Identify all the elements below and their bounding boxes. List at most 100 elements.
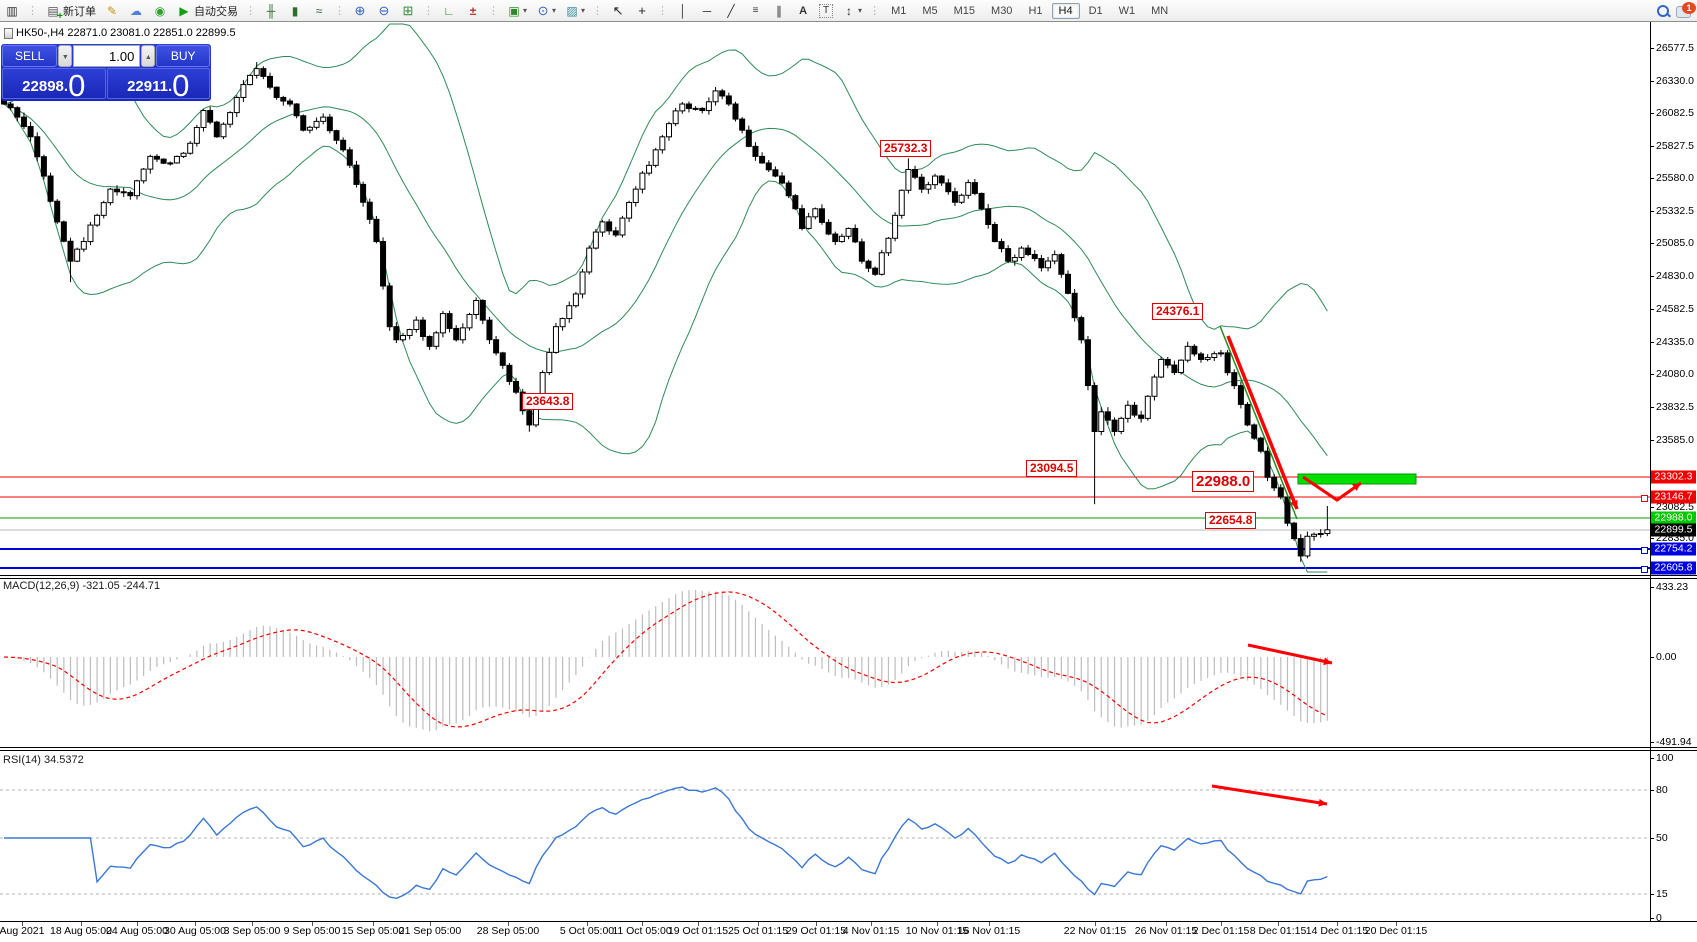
buy-button[interactable]: BUY	[156, 45, 210, 67]
bollinger-bands	[3, 23, 1328, 573]
horizontal-price-lines[interactable]	[0, 476, 1650, 569]
profile-button[interactable]: ☁	[124, 0, 148, 21]
date-tick-mark	[642, 922, 643, 926]
date-label: 28 Sep 05:00	[476, 925, 540, 937]
date-tick-mark	[1278, 922, 1279, 926]
timeframe-m5-button[interactable]: M5	[922, 4, 938, 17]
macd-down-arrow[interactable]	[1247, 643, 1333, 666]
styler-button[interactable]: ✎	[100, 0, 124, 21]
sell-price-pips: 0	[68, 68, 86, 103]
auto-trading-button[interactable]: ▶ 自动交易	[172, 0, 242, 21]
price-line-label: 22899.5	[1651, 523, 1696, 537]
sell-button[interactable]: SELL	[2, 45, 58, 67]
pane-separator[interactable]	[0, 747, 1697, 748]
volume-input[interactable]	[73, 45, 141, 67]
timeframe-mn-button[interactable]: MN	[1151, 4, 1169, 17]
price-annotation[interactable]: 24376.1	[1152, 303, 1204, 320]
price-annotation[interactable]: 25732.3	[880, 140, 932, 157]
date-label: 2 Dec 01:15	[1192, 925, 1250, 937]
price-annotation[interactable]: 23643.8	[522, 393, 574, 410]
rsi-tick-mark	[1650, 918, 1654, 919]
search-icon[interactable]	[1656, 4, 1670, 18]
price-annotation[interactable]: 22654.8	[1205, 512, 1257, 529]
text-icon: A	[799, 4, 808, 17]
buy-price-pips: 0	[172, 68, 190, 103]
fibonacci-tool-button[interactable]: ≡	[743, 0, 767, 21]
volume-increase-button[interactable]	[141, 45, 156, 67]
green-highlight-bar[interactable]	[1297, 473, 1417, 485]
price-tick-mark	[1650, 407, 1654, 408]
line-anchor-handle[interactable]	[1641, 494, 1648, 502]
notifications-icon[interactable]: 1	[1676, 1, 1696, 18]
timeframe-w1-button[interactable]: W1	[1118, 4, 1136, 17]
rsi-tick-mark	[1650, 838, 1654, 839]
chart-title: HK50-,H4 22871.0 23081.0 22851.0 22899.5	[4, 27, 236, 39]
rsi-down-arrow[interactable]	[1211, 784, 1328, 807]
signals-button[interactable]: ◉	[148, 0, 172, 21]
green-trendline[interactable]	[1219, 325, 1298, 520]
trendline-tool-button[interactable]: ╱	[719, 0, 743, 21]
vertical-line-tool-button[interactable]: │	[671, 0, 695, 21]
price-annotation[interactable]: 23094.5	[1026, 460, 1078, 477]
bar-chart-button[interactable]: ╫	[259, 0, 283, 21]
new-order-button[interactable]: ▤新订单	[41, 0, 100, 22]
text-tool-button[interactable]: A	[791, 0, 815, 21]
timeframe-m1-button[interactable]: M1	[891, 4, 907, 17]
date-tick-mark	[1337, 922, 1338, 926]
channel-tool-button[interactable]: ∥	[767, 0, 791, 21]
horizontal-line-tool-button[interactable]: ─	[695, 0, 719, 21]
line-anchor-handle[interactable]	[1641, 546, 1648, 554]
chart-icon[interactable]: ▥	[0, 0, 24, 21]
rsi-line	[4, 786, 1328, 900]
periods-button[interactable]: ⊙ ▾	[531, 0, 560, 21]
price-tick-mark	[1650, 211, 1654, 212]
sell-price[interactable]: 22898. 0	[2, 68, 106, 103]
indicators-button[interactable]: ∟	[437, 0, 461, 21]
tile-windows-button[interactable]: ⊞	[396, 0, 420, 21]
price-tick-mark	[1650, 243, 1654, 244]
arrows-tool-button[interactable]: ↕ ▾	[837, 0, 866, 21]
macd-label: MACD(12,26,9) -321.05 -244.71	[3, 580, 161, 592]
cursor-tool-button[interactable]: ↖	[606, 0, 630, 21]
line-anchor-handle[interactable]	[1641, 565, 1648, 573]
macd-tick-label: 433.23	[1656, 581, 1689, 593]
red-trend-arrow[interactable]	[1226, 335, 1299, 510]
zoom-in-button[interactable]: ⊕	[348, 0, 372, 21]
timeframe-h1-button[interactable]: H1	[1028, 4, 1043, 17]
crosshair-tool-button[interactable]: +	[630, 0, 654, 21]
rsi-tick-mark	[1650, 758, 1654, 759]
date-label: 26 Nov 01:15	[1134, 925, 1198, 937]
price-annotation[interactable]: 22988.0	[1192, 471, 1255, 492]
timeframe-m30-button[interactable]: M30	[991, 4, 1013, 17]
volume-decrease-button[interactable]	[58, 45, 73, 67]
price-tick-label: 23082.5	[1656, 501, 1694, 513]
date-tick-mark	[195, 922, 196, 926]
rsi-level-lines	[0, 789, 1650, 895]
add-indicator-button[interactable]: ±	[461, 0, 485, 21]
date-label: 14 Dec 01:15	[1305, 925, 1369, 937]
line-chart-button[interactable]: ≈	[307, 0, 331, 21]
pane-separator[interactable]	[0, 575, 1697, 576]
macd-tick-label: -491.94	[1656, 736, 1692, 748]
timeframe-h4-button[interactable]: H4	[1051, 2, 1080, 19]
dropdown-caret-icon: ▾	[552, 6, 557, 15]
new-chart-button[interactable]: ▣ ▾	[502, 0, 531, 21]
buy-price[interactable]: 22911. 0	[106, 68, 210, 103]
date-label: 15 Sep 05:00	[341, 925, 405, 937]
rsi-tick-label: 100	[1656, 752, 1674, 764]
macd-histogram	[10, 590, 1328, 732]
timeframe-m15-button[interactable]: M15	[953, 4, 976, 17]
broom-icon: ✎	[106, 3, 118, 18]
red-zigzag-arrow[interactable]	[1302, 475, 1362, 502]
chart-symbol-icon	[4, 27, 13, 39]
zoom-out-button[interactable]: ⊖	[372, 0, 396, 21]
label-tool-button[interactable]: T	[815, 0, 837, 21]
timeframe-d1-button[interactable]: D1	[1088, 4, 1103, 17]
profile-icon: ☁	[130, 3, 142, 18]
templates-button[interactable]: ▨ ▾	[560, 0, 589, 21]
period-icon: ⊙	[537, 2, 549, 18]
date-label: 24 Aug 05:00	[106, 925, 168, 937]
candlestick-chart-button[interactable]: ▮	[283, 0, 307, 21]
date-label: Aug 2021	[0, 925, 45, 937]
